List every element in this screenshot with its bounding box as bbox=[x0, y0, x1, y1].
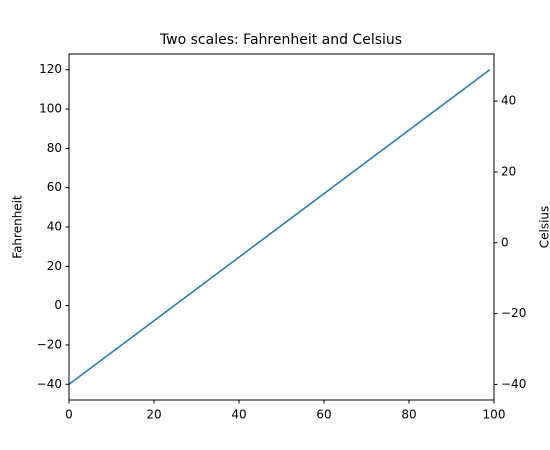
y2-tick-label: −40 bbox=[501, 377, 526, 391]
y-tick-label: −20 bbox=[37, 337, 62, 351]
y-tick-label: 20 bbox=[47, 259, 62, 273]
y-tick-label: 100 bbox=[39, 102, 62, 116]
y2-tick-label: 0 bbox=[501, 235, 509, 249]
x-tick-label: 40 bbox=[231, 408, 246, 422]
x-tick-label: 80 bbox=[401, 408, 416, 422]
y-tick-label: −40 bbox=[37, 377, 62, 391]
y-axis-label: Fahrenheit bbox=[11, 195, 25, 259]
y-tick-label: 0 bbox=[54, 298, 62, 312]
y2-tick-label: 40 bbox=[501, 94, 516, 108]
chart-title: Two scales: Fahrenheit and Celsius bbox=[159, 32, 402, 48]
x-tick-label: 100 bbox=[483, 408, 506, 422]
y2-tick-label: 20 bbox=[501, 164, 516, 178]
x-tick-label: 60 bbox=[316, 408, 331, 422]
y2-axis-label: Celsius bbox=[538, 206, 550, 249]
plot-frame bbox=[68, 53, 495, 401]
line bbox=[68, 69, 491, 385]
y2-tick-label: −20 bbox=[501, 306, 526, 320]
y-tick-label: 120 bbox=[39, 62, 62, 76]
y-tick-label: 60 bbox=[47, 180, 62, 194]
y-tick-label: 80 bbox=[47, 141, 62, 155]
x-tick-label: 0 bbox=[65, 408, 73, 422]
x-tick-label: 20 bbox=[146, 408, 161, 422]
y-tick-label: 40 bbox=[47, 220, 62, 234]
